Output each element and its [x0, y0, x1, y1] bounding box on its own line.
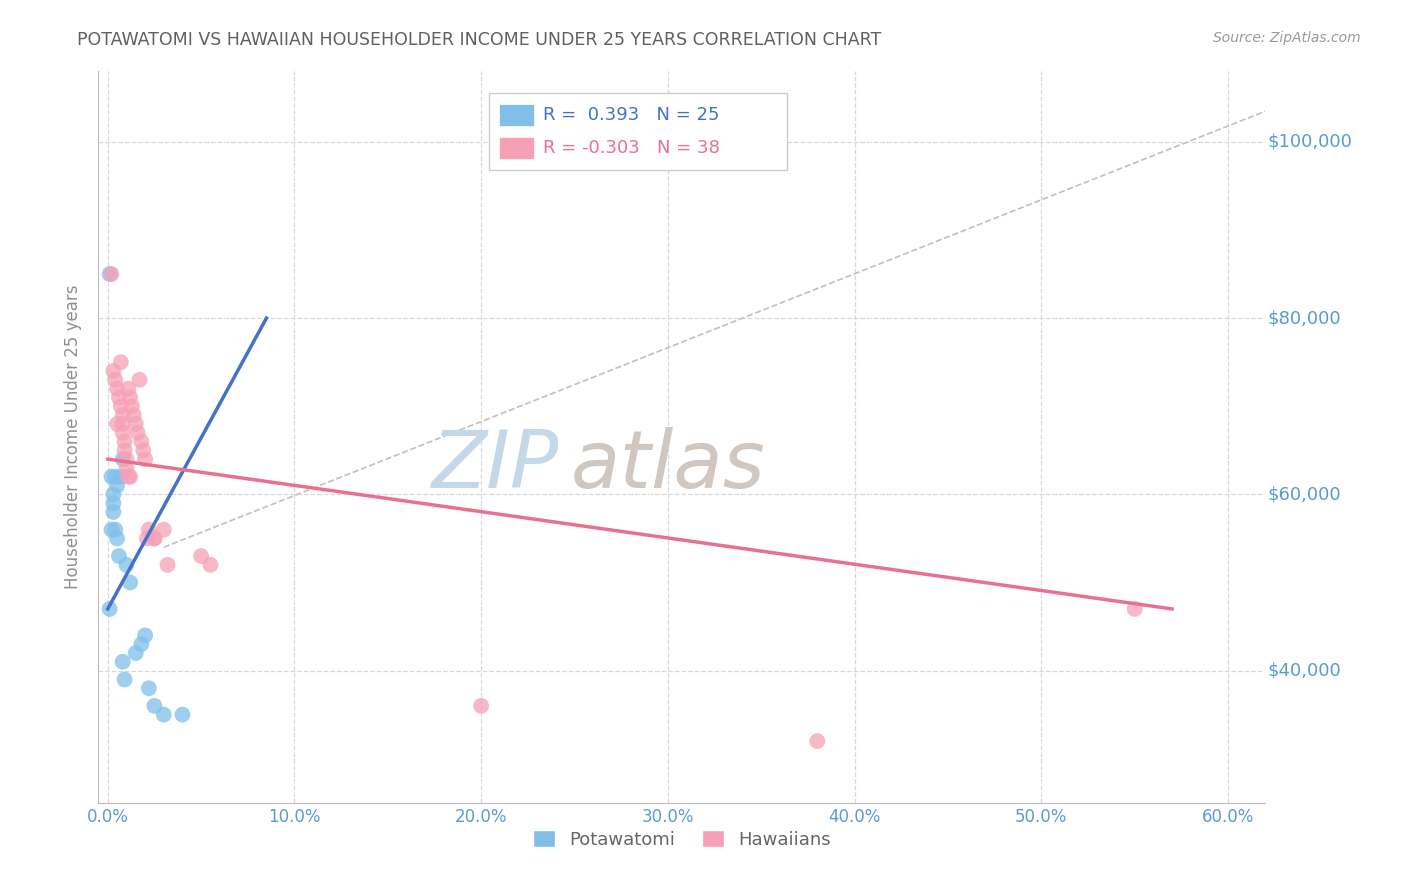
Text: R =  0.393   N = 25: R = 0.393 N = 25	[543, 106, 720, 124]
Point	[105, 417, 128, 431]
Text: $80,000: $80,000	[1268, 310, 1341, 327]
Text: ZIP: ZIP	[432, 427, 560, 506]
Point	[98, 602, 121, 616]
Text: Source: ZipAtlas.com: Source: ZipAtlas.com	[1213, 31, 1361, 45]
Point	[114, 443, 136, 458]
Point	[110, 355, 132, 369]
Point	[105, 382, 128, 396]
Point	[172, 707, 194, 722]
Point	[143, 532, 166, 546]
Point	[103, 364, 125, 378]
FancyBboxPatch shape	[499, 104, 534, 126]
Point	[104, 373, 127, 387]
Point	[143, 532, 166, 546]
Point	[114, 434, 136, 449]
Point	[105, 478, 128, 492]
Point	[120, 575, 142, 590]
Point	[1123, 602, 1146, 616]
Point	[98, 267, 121, 281]
Point	[117, 382, 139, 396]
Point	[111, 425, 134, 440]
Point	[100, 267, 122, 281]
Point	[111, 417, 134, 431]
Point	[108, 549, 131, 563]
Point	[121, 399, 143, 413]
Point	[134, 628, 156, 642]
Point	[105, 532, 128, 546]
Point	[152, 523, 174, 537]
Point	[111, 408, 134, 422]
Text: $100,000: $100,000	[1268, 133, 1353, 151]
Point	[100, 523, 122, 537]
Point	[100, 469, 122, 483]
Point	[806, 734, 828, 748]
Point	[104, 469, 127, 483]
Point	[111, 655, 134, 669]
Point	[131, 434, 153, 449]
Point	[120, 469, 142, 483]
Point	[138, 681, 160, 696]
Point	[110, 469, 132, 483]
FancyBboxPatch shape	[489, 94, 787, 170]
Point	[115, 452, 138, 467]
Point	[111, 452, 134, 467]
Text: R = -0.303   N = 38: R = -0.303 N = 38	[543, 139, 720, 157]
Point	[114, 673, 136, 687]
Point	[115, 558, 138, 572]
Point	[122, 408, 145, 422]
Point	[103, 505, 125, 519]
Legend: Potawatomi, Hawaiians: Potawatomi, Hawaiians	[526, 823, 838, 856]
Text: POTAWATOMI VS HAWAIIAN HOUSEHOLDER INCOME UNDER 25 YEARS CORRELATION CHART: POTAWATOMI VS HAWAIIAN HOUSEHOLDER INCOM…	[77, 31, 882, 49]
Point	[136, 532, 159, 546]
Y-axis label: Householder Income Under 25 years: Householder Income Under 25 years	[65, 285, 83, 590]
Point	[200, 558, 222, 572]
Point	[138, 523, 160, 537]
Point	[125, 417, 148, 431]
Point	[103, 487, 125, 501]
Point	[143, 698, 166, 713]
Point	[132, 443, 155, 458]
Point	[152, 707, 174, 722]
Text: atlas: atlas	[571, 427, 766, 506]
Point	[190, 549, 212, 563]
Text: $60,000: $60,000	[1268, 485, 1341, 503]
Point	[120, 391, 142, 405]
Point	[117, 469, 139, 483]
Point	[103, 496, 125, 510]
Point	[156, 558, 179, 572]
FancyBboxPatch shape	[499, 137, 534, 159]
Text: $40,000: $40,000	[1268, 662, 1341, 680]
Point	[125, 646, 148, 660]
Point	[470, 698, 492, 713]
Point	[127, 425, 149, 440]
Point	[128, 373, 150, 387]
Point	[131, 637, 153, 651]
Point	[115, 461, 138, 475]
Point	[110, 399, 132, 413]
Point	[104, 523, 127, 537]
Point	[108, 391, 131, 405]
Point	[134, 452, 156, 467]
